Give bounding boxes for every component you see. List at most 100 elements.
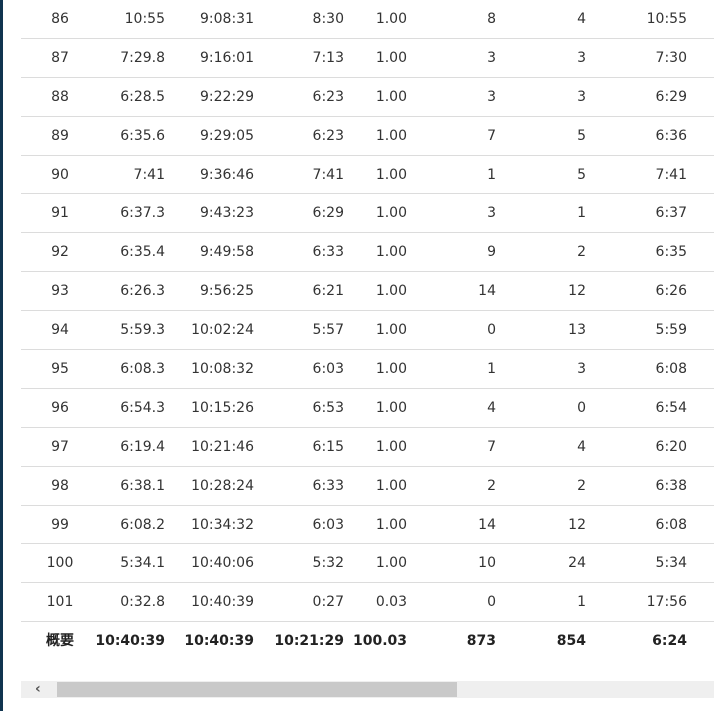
table-cell: 6:38 [655, 477, 687, 494]
table-row: 91 6:37.3 9:43:23 6:29 1.00 3 1 6:37 [21, 194, 714, 234]
table-cell: 6:33 [312, 244, 344, 261]
table-cell: 2 [487, 477, 496, 494]
table-cell: 1.00 [375, 555, 407, 572]
table-row: 89 6:35.6 9:29:05 6:23 1.00 7 5 6:36 [21, 117, 714, 156]
table-cell: 5 [577, 166, 586, 183]
table-cell: 1.00 [375, 11, 407, 27]
table-cell: 概要 [46, 633, 74, 650]
table-cell: 9:43:23 [200, 205, 254, 222]
table-cell: 10:15:26 [191, 399, 254, 416]
table-cell: 100 [46, 555, 74, 572]
summary-row: 概要 10:40:39 10:40:39 10:21:29 100.03 873 854 6:… [21, 622, 714, 661]
chevron-left-icon[interactable]: ‹ [35, 681, 41, 697]
table-cell: 1.00 [375, 88, 407, 105]
horizontal-scrollbar[interactable]: ‹ [21, 681, 714, 698]
table-row: 87 7:29.8 9:16:01 7:13 1.00 3 3 7:30 [21, 39, 714, 78]
table-cell: 1 [487, 166, 496, 183]
table-cell: 1 [577, 205, 586, 222]
table-cell: 2 [577, 244, 586, 261]
table-cell: 6:26 [655, 283, 687, 300]
table-cell: 5:59.3 [120, 322, 165, 339]
table-cell: 3 [487, 205, 496, 222]
table-cell: 10:34:32 [191, 516, 254, 533]
table-cell: 8 [487, 11, 496, 27]
table-cell: 5 [577, 127, 586, 144]
table-cell: 4 [577, 11, 586, 27]
table-cell: 6:54.3 [120, 399, 165, 416]
table-cell: 100.03 [352, 633, 407, 650]
table-cell: 8:30 [312, 11, 344, 27]
table-row: 97 6:19.4 10:21:46 6:15 1.00 7 4 6:20 [21, 428, 714, 467]
table-cell: 1.00 [375, 477, 407, 494]
table-row: 88 6:28.5 9:22:29 6:23 1.00 3 3 6:29 [21, 78, 714, 117]
table-cell: 6:23 [312, 127, 344, 144]
table-cell: 0 [577, 399, 586, 416]
table-cell: 12 [568, 283, 586, 300]
table-cell: 1.00 [375, 516, 407, 533]
table-cell: 6:08 [655, 361, 687, 378]
table-cell: 6:08.2 [120, 516, 165, 533]
table-cell: 4 [577, 438, 586, 455]
table-row: 86 10:55 9:08:31 8:30 1.00 8 4 10:55 [21, 0, 714, 39]
table-cell: 7:41 [655, 166, 687, 183]
table-cell: 1.00 [375, 283, 407, 300]
table-cell: 101 [46, 594, 74, 611]
table-cell: 6:35.4 [120, 244, 165, 261]
table-cell: 1.00 [375, 127, 407, 144]
scrollbar-thumb[interactable] [57, 682, 457, 697]
table-cell: 1.00 [375, 205, 407, 222]
table-cell: 97 [51, 438, 69, 455]
table-cell: 95 [51, 361, 69, 378]
table-cell: 1.00 [375, 361, 407, 378]
table-cell: 7:29.8 [120, 49, 165, 66]
table-cell: 9:56:25 [200, 283, 254, 300]
table-cell: 91 [51, 205, 69, 222]
table-cell: 94 [51, 322, 69, 339]
table-cell: 6:19.4 [120, 438, 165, 455]
table-cell: 17:56 [646, 594, 687, 611]
table-cell: 6:03 [312, 516, 344, 533]
table-cell: 10:02:24 [191, 322, 254, 339]
table-cell: 6:08 [655, 516, 687, 533]
table-cell: 6:35.6 [120, 127, 165, 144]
table-cell: 4 [487, 399, 496, 416]
table-row: 90 7:41 9:36:46 7:41 1.00 1 5 7:41 [21, 156, 714, 195]
table-cell: 89 [51, 127, 69, 144]
table-cell: 854 [556, 633, 586, 650]
table-cell: 6:08.3 [120, 361, 165, 378]
table-cell: 10:55 [124, 11, 165, 27]
table-cell: 98 [51, 477, 69, 494]
table-row: 101 0:32.8 10:40:39 0:27 0.03 0 1 17:56 [21, 583, 714, 623]
table-cell: 0.03 [375, 594, 407, 611]
table-cell: 6:29 [655, 88, 687, 105]
table-cell: 14 [478, 283, 496, 300]
table-row: 92 6:35.4 9:49:58 6:33 1.00 9 2 6:35 [21, 233, 714, 273]
table-cell: 5:34.1 [120, 555, 165, 572]
table-cell: 6:15 [312, 438, 344, 455]
table-cell: 7 [487, 438, 496, 455]
table-cell: 99 [51, 516, 69, 533]
table-cell: 6:54 [655, 399, 687, 416]
table-cell: 6:37 [655, 205, 687, 222]
table-cell: 10:40:06 [191, 555, 254, 572]
table-cell: 9:29:05 [200, 127, 254, 144]
table-row: 99 6:08.2 10:34:32 6:03 1.00 14 12 6:08 [21, 506, 714, 545]
table-cell: 12 [568, 516, 586, 533]
table-row: 95 6:08.3 10:08:32 6:03 1.00 1 3 6:08 [21, 350, 714, 389]
table-cell: 0:32.8 [120, 594, 165, 611]
table-cell: 7:30 [655, 49, 687, 66]
table-cell: 9:36:46 [200, 166, 254, 183]
table-cell: 6:38.1 [120, 477, 165, 494]
table-cell: 7:13 [312, 49, 344, 66]
table-cell: 6:26.3 [120, 283, 165, 300]
table-cell: 873 [466, 633, 496, 650]
table-row: 100 5:34.1 10:40:06 5:32 1.00 10 24 5:34 [21, 544, 714, 584]
table-cell: 88 [51, 88, 69, 105]
table-cell: 6:23 [312, 88, 344, 105]
table-cell: 14 [478, 516, 496, 533]
table-cell: 24 [568, 555, 586, 572]
table-cell: 6:20 [655, 438, 687, 455]
table-cell: 6:03 [312, 361, 344, 378]
table-cell: 10:55 [646, 11, 687, 27]
table-cell: 1.00 [375, 244, 407, 261]
